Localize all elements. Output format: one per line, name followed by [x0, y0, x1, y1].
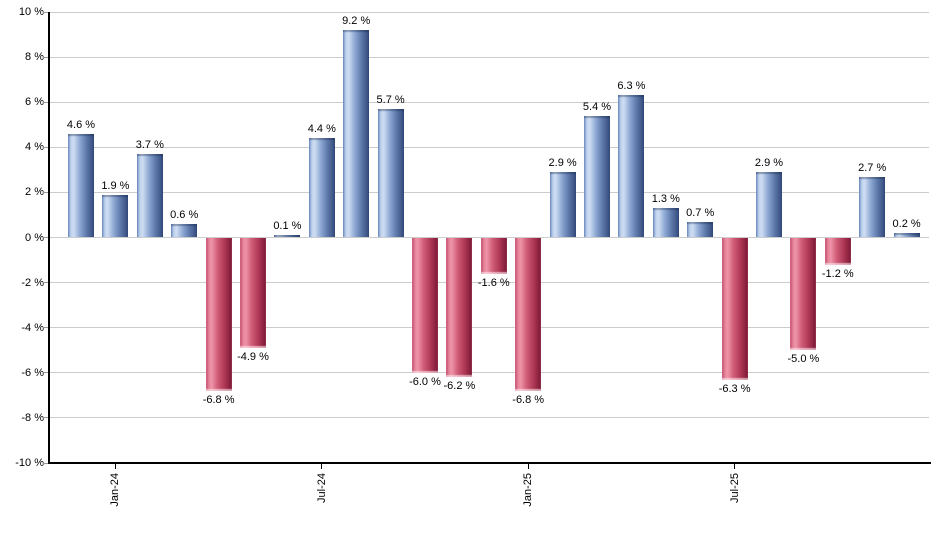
bar-jul-25[interactable] [721, 237, 748, 380]
bar-dec-23[interactable] [68, 133, 94, 238]
y-axis-tick [43, 11, 48, 13]
y-axis-tick-label: -6 % [21, 366, 44, 379]
x-axis-tick [321, 463, 323, 469]
bar-sep-24[interactable] [377, 108, 404, 238]
bar-value-label: 1.9 % [101, 179, 130, 192]
bar-nov-24[interactable] [446, 237, 473, 378]
bar-value-label: 5.7 % [376, 93, 405, 106]
bar-value-label: 0.6 % [170, 208, 199, 221]
bar-may-24[interactable] [240, 237, 266, 348]
bar-jul-24[interactable] [308, 138, 335, 238]
y-axis-tick-label: 10 % [18, 6, 44, 18]
x-axis-tick-label: Jul-25 [728, 473, 741, 503]
bar-value-label: 9.2 % [342, 15, 371, 28]
bar-feb-24[interactable] [136, 154, 163, 238]
y-axis-tick-label: 2 % [25, 186, 44, 199]
bar-aug-25[interactable] [756, 172, 782, 238]
bar-value-label: 4.4 % [307, 123, 336, 136]
bar-apr-25[interactable] [618, 95, 645, 238]
y-axis-tick-label: -4 % [21, 321, 44, 334]
y-axis-tick [43, 101, 48, 103]
bar-mar-24[interactable] [171, 223, 198, 238]
bar-value-label: -1.6 % [477, 276, 510, 289]
bar-mar-25[interactable] [584, 115, 610, 238]
bar-oct-25[interactable] [824, 237, 851, 265]
y-axis-tick-label: 0 % [25, 231, 44, 244]
y-axis-tick [43, 327, 48, 329]
y-axis-tick-label: 4 % [25, 141, 44, 154]
bar-value-label: -1.2 % [821, 267, 854, 280]
x-axis-tick-label: Jul-24 [315, 473, 328, 503]
x-axis-tick [734, 463, 736, 469]
bar-value-label: 5.4 % [582, 100, 612, 113]
bar-value-label: -4.9 % [237, 350, 269, 363]
bar-jan-24[interactable] [102, 194, 129, 238]
bar-apr-24[interactable] [205, 237, 232, 391]
bar-value-label: 2.9 % [548, 157, 577, 170]
bar-value-label: 4.6 % [66, 118, 96, 131]
bar-value-label: 6.3 % [617, 80, 646, 93]
y-axis-tick [43, 237, 48, 238]
bar-value-label: -5.0 % [787, 353, 820, 366]
y-axis-tick [43, 146, 48, 148]
bar-value-label: -6.8 % [202, 393, 235, 406]
bar-value-label: 2.9 % [754, 157, 784, 170]
y-axis-tick-label: -10 % [15, 457, 44, 469]
bar-jun-25[interactable] [687, 221, 714, 238]
bar-aug-24[interactable] [343, 30, 370, 238]
y-axis-tick-label: -2 % [21, 276, 44, 289]
y-axis-tick-label: -8 % [21, 411, 44, 424]
gridline [49, 191, 929, 193]
x-axis-tick [527, 463, 529, 469]
gridline [49, 327, 929, 329]
y-axis-tick-label: 6 % [25, 96, 44, 109]
bar-value-label: -6.8 % [512, 393, 545, 406]
y-axis-tick [43, 372, 48, 374]
bar-value-label: 3.7 % [135, 139, 164, 152]
bar-dec-25[interactable] [893, 232, 920, 238]
bar-nov-25[interactable] [859, 176, 886, 238]
y-axis-line [48, 12, 50, 464]
x-axis-tick-label: Jan-25 [522, 473, 535, 507]
gridline [49, 146, 929, 148]
y-axis-tick-label: 8 % [25, 51, 44, 64]
gridline [49, 11, 929, 13]
y-axis-tick [43, 56, 48, 58]
gridline [49, 417, 929, 419]
gridline [49, 101, 929, 103]
bar-sep-25[interactable] [790, 237, 817, 351]
bar-value-label: 0.2 % [892, 217, 921, 230]
bar-value-label: 0.7 % [686, 206, 715, 219]
gridline [49, 282, 929, 284]
bar-value-label: -6.3 % [718, 382, 751, 395]
bar-jun-24[interactable] [274, 235, 301, 238]
x-axis-tick-label: Jan-24 [109, 473, 122, 507]
bar-value-label: -6.2 % [443, 380, 476, 393]
bar-dec-24[interactable] [480, 237, 507, 274]
bar-may-25[interactable] [652, 208, 679, 238]
x-axis-line [48, 462, 931, 464]
bar-jan-25[interactable] [515, 237, 542, 391]
y-axis-tick [43, 417, 48, 419]
bar-value-label: 2.7 % [858, 161, 887, 174]
y-axis-tick [43, 282, 48, 284]
bar-value-label: -6.0 % [409, 375, 441, 388]
bar-value-label: 0.1 % [273, 220, 302, 233]
x-axis-tick [114, 463, 116, 469]
gridline [49, 56, 929, 58]
bar-oct-24[interactable] [412, 237, 438, 373]
bar-value-label: 1.3 % [651, 193, 680, 206]
bar-feb-25[interactable] [549, 172, 576, 238]
gridline [49, 372, 929, 374]
y-axis-tick [43, 462, 48, 464]
y-axis-tick [43, 191, 48, 193]
